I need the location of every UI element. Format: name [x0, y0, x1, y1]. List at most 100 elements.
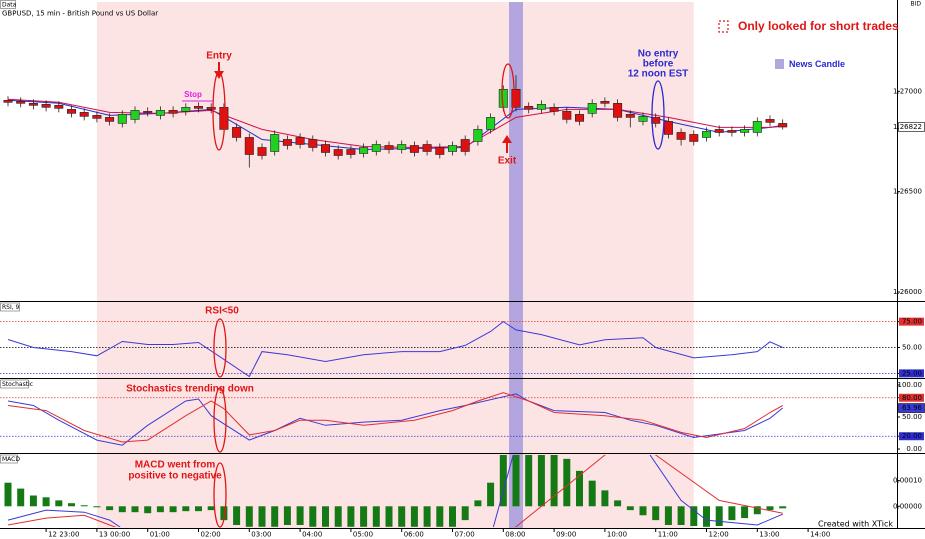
y-tick-label: 25.00	[902, 369, 922, 377]
histogram-bar	[652, 506, 660, 521]
x-tick-label: 03:00	[251, 531, 271, 539]
x-tick-label: 08:00	[505, 531, 525, 539]
highlight-ellipse	[501, 63, 515, 119]
candle-body	[321, 144, 331, 153]
histogram-bar	[156, 506, 164, 513]
annotation: 12 noon EST	[628, 69, 689, 80]
panel-title: Stochastic	[2, 381, 33, 388]
y-tick-label: 1.27000	[893, 87, 922, 95]
histogram-bar	[169, 506, 177, 513]
candle-body	[28, 103, 38, 106]
candle-body	[435, 147, 445, 155]
candle-body	[613, 103, 623, 118]
histogram-bar	[410, 506, 418, 527]
histogram-bar	[474, 500, 482, 507]
histogram-bar	[144, 506, 152, 514]
candle-body	[663, 121, 673, 135]
histogram-bar	[207, 506, 215, 511]
y-tick-label: 50.00	[902, 413, 922, 421]
highlight-ellipse	[213, 387, 227, 453]
panel-title: MACD	[2, 456, 20, 463]
histogram-bar	[449, 506, 457, 527]
histogram-bar	[550, 455, 558, 507]
histogram-bar	[487, 482, 495, 507]
annotation: RSI<50	[205, 306, 239, 317]
series-line	[7, 455, 783, 527]
candle-body	[67, 109, 77, 114]
candle-body	[79, 112, 89, 117]
candle-body	[714, 129, 724, 133]
news-candle-band	[509, 2, 523, 528]
session-shade	[96, 2, 694, 528]
histogram-bar	[131, 506, 139, 513]
x-tick-label: 07:00	[455, 531, 475, 539]
histogram-bar	[499, 455, 507, 507]
candle-body	[448, 145, 458, 152]
histogram-bar	[195, 506, 203, 512]
x-tick-label: 09:00	[556, 531, 576, 539]
candle-body	[384, 145, 394, 150]
candle-body	[41, 104, 51, 108]
histogram-bar	[461, 506, 469, 521]
histogram-bar	[220, 506, 228, 521]
y-tick-label: 1.26500	[893, 188, 922, 196]
candle-body	[524, 106, 534, 110]
series-line	[7, 455, 783, 527]
x-tick-label: 06:00	[404, 531, 424, 539]
y-tick-label: 0.00	[906, 445, 922, 453]
candle-body	[765, 119, 775, 123]
histogram-bar	[42, 497, 50, 507]
annotations: Entry Stop Exit No entry before 12 noon …	[126, 19, 899, 528]
histogram-bar	[423, 506, 431, 527]
annotation: No entry	[638, 49, 679, 60]
annotation: Stop	[184, 90, 202, 99]
candle-body	[206, 107, 216, 110]
y-tick-label: 0.00000	[893, 502, 922, 510]
histogram-bar	[677, 506, 685, 525]
histogram-bar	[601, 490, 609, 507]
candle-body	[536, 104, 546, 110]
histogram-bar	[690, 506, 698, 527]
x-tick-label: 01:00	[150, 531, 170, 539]
candle-body	[371, 144, 381, 152]
x-tick-label: 12 23:00	[48, 531, 79, 539]
candle-body	[54, 105, 64, 109]
histogram-bar	[17, 488, 25, 507]
highlight-ellipse	[212, 71, 226, 151]
arrow-head	[502, 135, 512, 143]
candle-body	[740, 129, 750, 133]
y-tick-label: 50.00	[902, 344, 922, 352]
x-tick-label: 05:00	[353, 531, 373, 539]
panel-title-box	[0, 302, 20, 312]
histogram-bar	[525, 455, 533, 507]
highlight-ellipse	[213, 462, 227, 528]
histogram-bar	[639, 506, 647, 516]
y-tick-label: 100.00	[898, 381, 923, 389]
histogram-bar	[4, 482, 12, 507]
candle-body	[346, 149, 356, 155]
histogram-bar	[741, 506, 749, 519]
candle-body	[587, 103, 597, 114]
histogram-bar	[728, 506, 736, 521]
candle-body	[702, 131, 712, 138]
histogram-bar	[385, 506, 393, 527]
last-value-label: 63.96	[902, 404, 923, 412]
histogram-bar	[334, 506, 342, 527]
candle-body	[308, 139, 318, 148]
panel-title: RSI, 9	[2, 304, 20, 311]
candle-body	[460, 139, 470, 152]
x-tick-label: 12:00	[709, 531, 729, 539]
tick-label-box	[899, 432, 924, 441]
legend-label: News Candle	[789, 59, 845, 69]
histogram-bar	[322, 506, 330, 527]
candle-body	[486, 117, 496, 130]
candle-body	[92, 115, 102, 119]
candle-body	[16, 101, 26, 104]
candle-body	[105, 117, 115, 122]
panel-title: Data	[2, 2, 17, 9]
candle-body	[3, 100, 13, 103]
plot-layer: 12 23:00 13 00:00 01:00 02:00 03:00 04:00 05:0…	[0, 75, 925, 539]
series-line	[7, 393, 784, 446]
